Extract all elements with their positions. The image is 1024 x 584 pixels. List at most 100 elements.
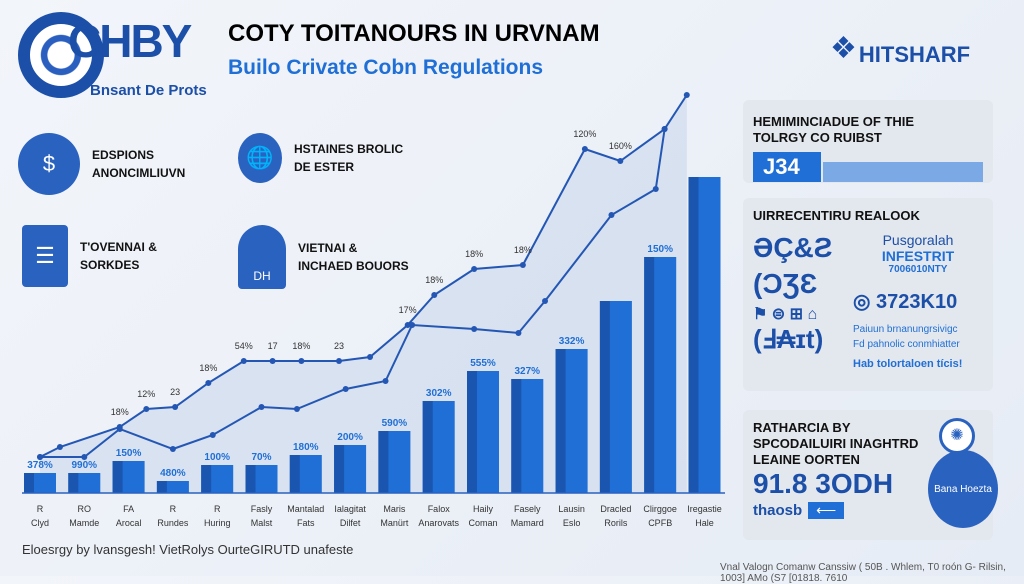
bar-shade <box>644 257 655 493</box>
data-point <box>258 404 265 410</box>
data-point <box>172 404 179 410</box>
bar-label: 70% <box>251 452 271 463</box>
logo-word: CHBY <box>68 15 192 67</box>
data-point <box>382 378 389 384</box>
bar-label: 180% <box>293 442 319 453</box>
data-point <box>240 358 247 364</box>
bar-shade <box>334 445 345 493</box>
bar-shade <box>467 371 477 493</box>
data-point <box>205 380 212 386</box>
data-point <box>56 444 63 450</box>
arrow-left-icon[interactable]: ⟵ <box>808 502 845 519</box>
category-label: R <box>37 504 44 514</box>
heart-knot-logo-icon: ❖ <box>830 31 857 65</box>
bar-label: 590% <box>382 418 408 429</box>
point-label: 17 <box>268 341 278 351</box>
bar-shade <box>68 473 79 493</box>
bar-label: 332% <box>559 336 585 347</box>
point-label: 18% <box>465 249 483 259</box>
category-label: FA <box>123 504 134 514</box>
badge-text: Bana Hoezta <box>934 483 992 495</box>
panel-stat-3: RATHARCIA BY SPCODAILUIRI INAGHTRD LEAIN… <box>743 410 998 540</box>
bar-shade <box>422 401 433 493</box>
data-point <box>542 298 549 304</box>
bar-label: 150% <box>116 448 142 459</box>
bar-shade <box>688 177 699 493</box>
outlook-text: Fd pahnolic conmhiatter <box>853 339 960 350</box>
category-label: Haily <box>473 504 494 514</box>
page-subtitle: Builo Crivate Cobn Regulations <box>228 56 544 79</box>
document-icon: ☰ <box>22 225 68 287</box>
bar-label: 150% <box>647 244 673 255</box>
category-label: Anarovats <box>418 518 459 528</box>
data-point <box>342 386 349 392</box>
category-label: Rorils <box>604 518 628 528</box>
point-label: 17% <box>399 305 417 315</box>
coin-icon: ◎ <box>853 291 877 313</box>
panel-link[interactable]: thaosb <box>753 502 803 519</box>
feature-4: DH VIETNAI & INCHAED BOUORS <box>238 225 409 289</box>
outlook-text: 7006010NTY <box>888 264 948 275</box>
category-label: Maris <box>383 504 405 514</box>
panel-title: TOLRGY CO RUIBST <box>753 130 882 145</box>
outlook-value: 3723K10 <box>876 291 958 313</box>
outlook-text: Hab tolortaloen tícis! <box>853 358 963 370</box>
category-label: Manürt <box>380 518 409 528</box>
bar-label: 200% <box>337 432 363 443</box>
feature-label: T'OVENNAI & <box>80 240 157 254</box>
panel-title: LEAINE OORTEN <box>753 452 860 467</box>
bar-shade <box>378 431 389 493</box>
bar-shade <box>599 301 610 493</box>
category-label: Ialagitat <box>334 504 366 514</box>
point-label: 160% <box>609 141 632 151</box>
footer-text: Vnal Valogn Comanw Canssiw ( 50B . Whlem… <box>720 562 1006 584</box>
bar-label: 555% <box>470 358 496 369</box>
point-label: 54% <box>235 341 253 351</box>
feature-label: HSTAINES BROLIC <box>294 142 404 156</box>
logo-subtitle: Bnsant De Prots <box>90 82 207 99</box>
panel-value: J34 <box>753 152 821 182</box>
point-label: 18% <box>111 407 129 417</box>
data-point <box>81 454 88 460</box>
bar-shade <box>245 465 256 493</box>
category-label: Coman <box>468 518 497 528</box>
bar-shade <box>156 481 167 493</box>
data-point <box>661 126 668 132</box>
glyph: (ƆƷƐ <box>753 268 818 299</box>
category-label: CPFB <box>648 518 672 528</box>
category-label: Clirggoe <box>643 504 677 514</box>
data-point <box>617 158 624 164</box>
bar-label: 480% <box>160 468 186 479</box>
glyph-icons: ⚑ ⊜ ⊞ ⌂ <box>753 306 818 323</box>
point-label: 18% <box>199 363 217 373</box>
chart: 378% R Clyd 990% RO Mamde 150% FA Arocal 480% R Run… <box>22 92 725 528</box>
category-label: Iregastie <box>687 504 722 514</box>
category-label: Eslo <box>563 518 581 528</box>
panel-title: RATHARCIA BY <box>753 420 851 435</box>
chart-caption: Eloesrgy by lvansgesh! VietRolys OurteGI… <box>22 542 354 557</box>
series-line-2 <box>40 128 666 458</box>
data-point <box>116 426 123 432</box>
data-point <box>608 212 615 218</box>
data-point <box>293 406 300 412</box>
point-label: 23 <box>334 341 344 351</box>
point-label: 18% <box>425 275 443 285</box>
category-label: Malst <box>251 518 273 528</box>
category-label: Fats <box>297 518 315 528</box>
panel-title: SPCODAILUIRI INAGHTRD <box>753 436 919 451</box>
panel-value: 91.8 3ODH <box>753 468 894 499</box>
data-point <box>336 358 343 364</box>
category-label: Dracled <box>600 504 631 514</box>
feature-label: DE ESTER <box>294 160 355 174</box>
map-pin-badge: Bana Hoezta <box>928 450 998 528</box>
panel-title: HEMIMINCIADUE OF THIE <box>753 114 915 129</box>
category-label: Dilfet <box>340 518 361 528</box>
category-label: Mantalad <box>287 504 324 514</box>
data-point <box>37 454 43 460</box>
feature-label: INCHAED BOUORS <box>298 259 409 273</box>
bar-shade <box>289 455 300 493</box>
category-label: Falox <box>428 504 451 514</box>
point-label: 23 <box>170 387 180 397</box>
category-label: Mamde <box>69 518 99 528</box>
data-point <box>471 266 478 272</box>
